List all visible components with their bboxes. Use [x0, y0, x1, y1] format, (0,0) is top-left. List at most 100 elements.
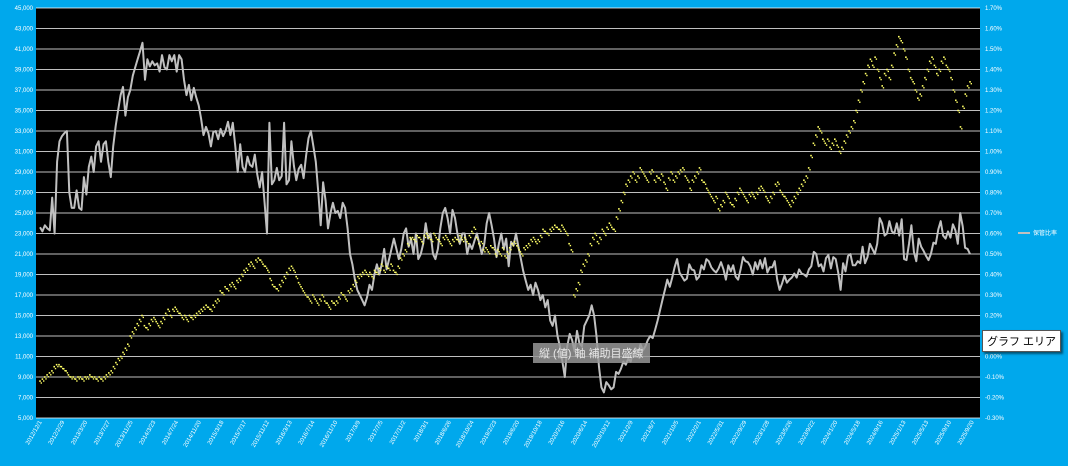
ratio-point [810, 154, 812, 157]
ratio-point [180, 314, 182, 316]
ratio-point [923, 87, 925, 89]
ratio-point [546, 232, 549, 235]
ratio-point [441, 244, 443, 247]
ratio-point [236, 279, 238, 282]
ratio-point [360, 275, 363, 278]
ratio-point [433, 232, 435, 235]
ratio-point [541, 236, 543, 239]
ratio-point [384, 271, 386, 273]
ratio-point [963, 107, 965, 109]
ratio-point [239, 279, 242, 282]
ratio-point [287, 273, 289, 276]
ratio-point [78, 378, 80, 380]
ratio-point [894, 54, 897, 56]
ratio-point [702, 181, 704, 183]
ratio-point [871, 60, 873, 62]
ratio-point [534, 238, 536, 241]
ratio-point [463, 236, 466, 239]
ratio-point [226, 288, 229, 290]
ratio-point [202, 306, 205, 309]
ratio-point [519, 251, 522, 253]
y-left-tick-label: 5,000 [18, 416, 34, 422]
ratio-point [758, 187, 760, 190]
ratio-point [460, 236, 462, 239]
ratio-point [387, 267, 389, 269]
ratio-point [517, 247, 519, 249]
series-ratio-dots[interactable] [39, 35, 972, 384]
ratio-point [690, 189, 693, 191]
ratio-point [326, 302, 328, 304]
ratio-point [716, 197, 719, 200]
ratio-point [409, 236, 411, 239]
ratio-point [64, 370, 66, 372]
ratio-point [778, 183, 780, 185]
ratio-point [709, 193, 711, 196]
ratio-point [660, 173, 663, 175]
ratio-point [480, 240, 483, 243]
ratio-point [472, 232, 474, 235]
ratio-point [614, 230, 617, 232]
ratio-point [708, 191, 710, 194]
ratio-point [828, 140, 830, 142]
ratio-point [154, 318, 156, 321]
ratio-point [759, 189, 761, 191]
ratio-point [747, 201, 749, 204]
ratio-point [192, 318, 194, 321]
ratio-point [798, 187, 800, 190]
ratio-point [875, 58, 878, 60]
ratio-point [89, 374, 91, 376]
y-left-tick-label: 19,000 [15, 273, 34, 279]
ratio-point [878, 70, 880, 73]
ratio-point [493, 249, 496, 251]
ratio-point [852, 128, 854, 130]
ratio-point [694, 175, 696, 177]
ratio-point [225, 288, 228, 290]
ratio-point [167, 308, 169, 311]
ratio-point [919, 93, 921, 95]
ratio-point [128, 345, 130, 347]
ratio-point [860, 89, 862, 91]
ratio-point [755, 191, 758, 194]
ratio-point [427, 234, 429, 237]
ratio-point [228, 290, 230, 292]
gridlines [36, 7, 980, 419]
ratio-point [563, 228, 566, 231]
ratio-point [836, 144, 838, 147]
ratio-point [54, 367, 57, 370]
ratio-point [940, 60, 943, 63]
ratio-point [688, 181, 690, 183]
price-line[interactable] [39, 41, 971, 394]
ratio-point [145, 326, 147, 329]
ratio-point [786, 199, 789, 202]
y-right-tick-label: 0.20% [985, 314, 1003, 320]
series-price-line[interactable] [39, 41, 971, 394]
y-right-tick-label: 0.70% [985, 211, 1003, 217]
ratio-point [485, 247, 487, 249]
ratio-point [873, 66, 875, 68]
y-left-tick-label: 15,000 [15, 314, 34, 320]
ratio-point [968, 87, 970, 89]
ratio-point [406, 251, 408, 253]
ratio-point [398, 267, 401, 269]
ratio-point [796, 191, 798, 194]
ratio-point [837, 146, 840, 148]
ratio-point [328, 306, 331, 309]
ratio-point [214, 300, 217, 302]
ratio-point [861, 91, 863, 93]
ratio-point [562, 226, 564, 228]
ratio-point [330, 308, 332, 310]
ratio-point [232, 283, 235, 286]
ratio-point [105, 374, 108, 376]
ratio-point [703, 181, 706, 184]
ratio-point [854, 122, 856, 124]
ratio-point [717, 208, 720, 210]
ratio-point [897, 46, 899, 48]
ratio-point [95, 378, 97, 380]
ratio-point [81, 378, 84, 380]
ratio-point [672, 179, 675, 181]
ratio-point [833, 144, 835, 146]
ratio-point [238, 277, 241, 280]
ratio-point [197, 314, 199, 316]
ratio-point [198, 310, 200, 313]
